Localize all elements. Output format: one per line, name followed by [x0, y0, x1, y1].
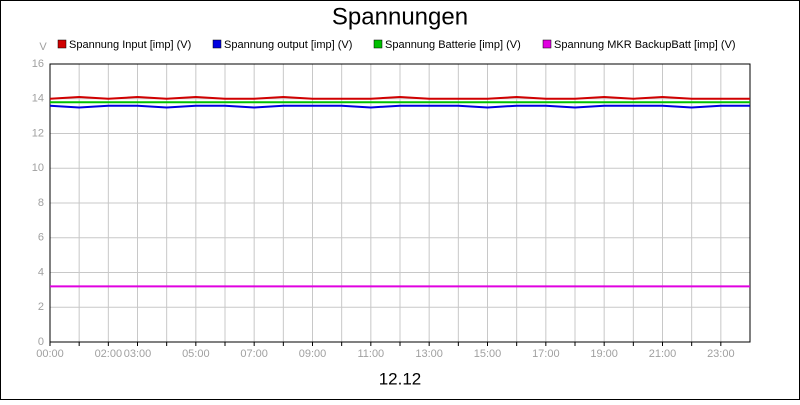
legend-swatch: [212, 39, 222, 49]
x-tick-label: 03:00: [124, 348, 152, 360]
y-tick-label: 12: [32, 127, 44, 139]
x-tick-label: 17:00: [532, 348, 560, 360]
x-tick-label: 02:00: [95, 348, 123, 360]
x-tick-label: 15:00: [474, 348, 502, 360]
x-tick-label: 21:00: [649, 348, 677, 360]
x-tick-label: 00:00: [36, 348, 64, 360]
legend-swatch: [57, 39, 67, 49]
series-line: [49, 96, 750, 100]
legend-label: Spannung Batterie [imp] (V): [385, 39, 521, 51]
y-tick-label: 10: [32, 162, 44, 174]
legend-swatch: [542, 39, 552, 49]
y-tick-label: 2: [38, 301, 44, 313]
chart-title: Spannungen: [332, 3, 468, 30]
legend-label: Spannung Input [imp] (V): [69, 39, 191, 51]
legend-label: Spannung output [imp] (V): [224, 39, 352, 51]
legend-swatch: [373, 39, 383, 49]
plot-area: [49, 63, 751, 343]
x-tick-label: 19:00: [590, 348, 618, 360]
y-tick-label: 6: [38, 232, 44, 244]
x-tick-label: 09:00: [299, 348, 327, 360]
y-tick-label: 0: [38, 336, 44, 348]
x-tick-label: 11:00: [357, 348, 384, 360]
x-axis-label: 12.12: [379, 369, 422, 388]
x-tick-label: 13:00: [415, 348, 443, 360]
y-axis-label: V: [39, 41, 47, 53]
series-line: [49, 104, 750, 109]
y-tick-label: 16: [32, 58, 44, 70]
x-tick-label: 23:00: [707, 348, 735, 360]
y-tick-label: 14: [32, 93, 44, 105]
y-tick-label: 4: [38, 266, 44, 278]
y-tick-label: 8: [38, 197, 44, 209]
x-tick-label: 05:00: [182, 348, 210, 360]
legend-label: Spannung MKR BackupBatt [imp] (V): [554, 39, 736, 51]
x-tick-label: 07:00: [240, 348, 268, 360]
